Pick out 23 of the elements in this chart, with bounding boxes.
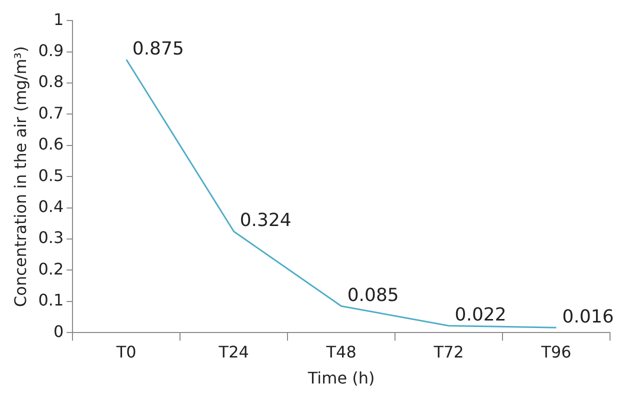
- x-tick-label: T72: [432, 342, 464, 362]
- y-tick-label: 0.3: [38, 228, 64, 248]
- data-label: 0.875: [132, 38, 184, 60]
- y-tick-label: 0.8: [38, 72, 64, 92]
- data-label: 0.324: [240, 210, 292, 232]
- y-tick-label: 0.7: [38, 103, 64, 122]
- y-tick-label: 0: [53, 322, 64, 341]
- y-axis-title: Concentration in the air (mg/m³): [10, 46, 30, 308]
- y-tick-label: 0.5: [38, 166, 64, 185]
- data-label: 0.016: [562, 306, 614, 328]
- x-tick-label: T24: [218, 342, 249, 362]
- x-tick-label: T0: [115, 342, 136, 362]
- x-tick-label: T48: [325, 342, 356, 362]
- y-tick-label: 1: [53, 10, 64, 29]
- y-tick-label: 0.4: [38, 196, 64, 216]
- x-tick-label: T96: [540, 342, 572, 362]
- y-tick-label: 0.9: [38, 40, 64, 60]
- y-tick-label: 0.6: [38, 134, 64, 154]
- data-label: 0.085: [347, 284, 399, 306]
- y-tick-label: 0.2: [38, 259, 64, 278]
- x-axis-title: Time (h): [306, 368, 375, 388]
- data-label: 0.022: [454, 304, 506, 326]
- y-tick-label: 0.1: [38, 290, 64, 310]
